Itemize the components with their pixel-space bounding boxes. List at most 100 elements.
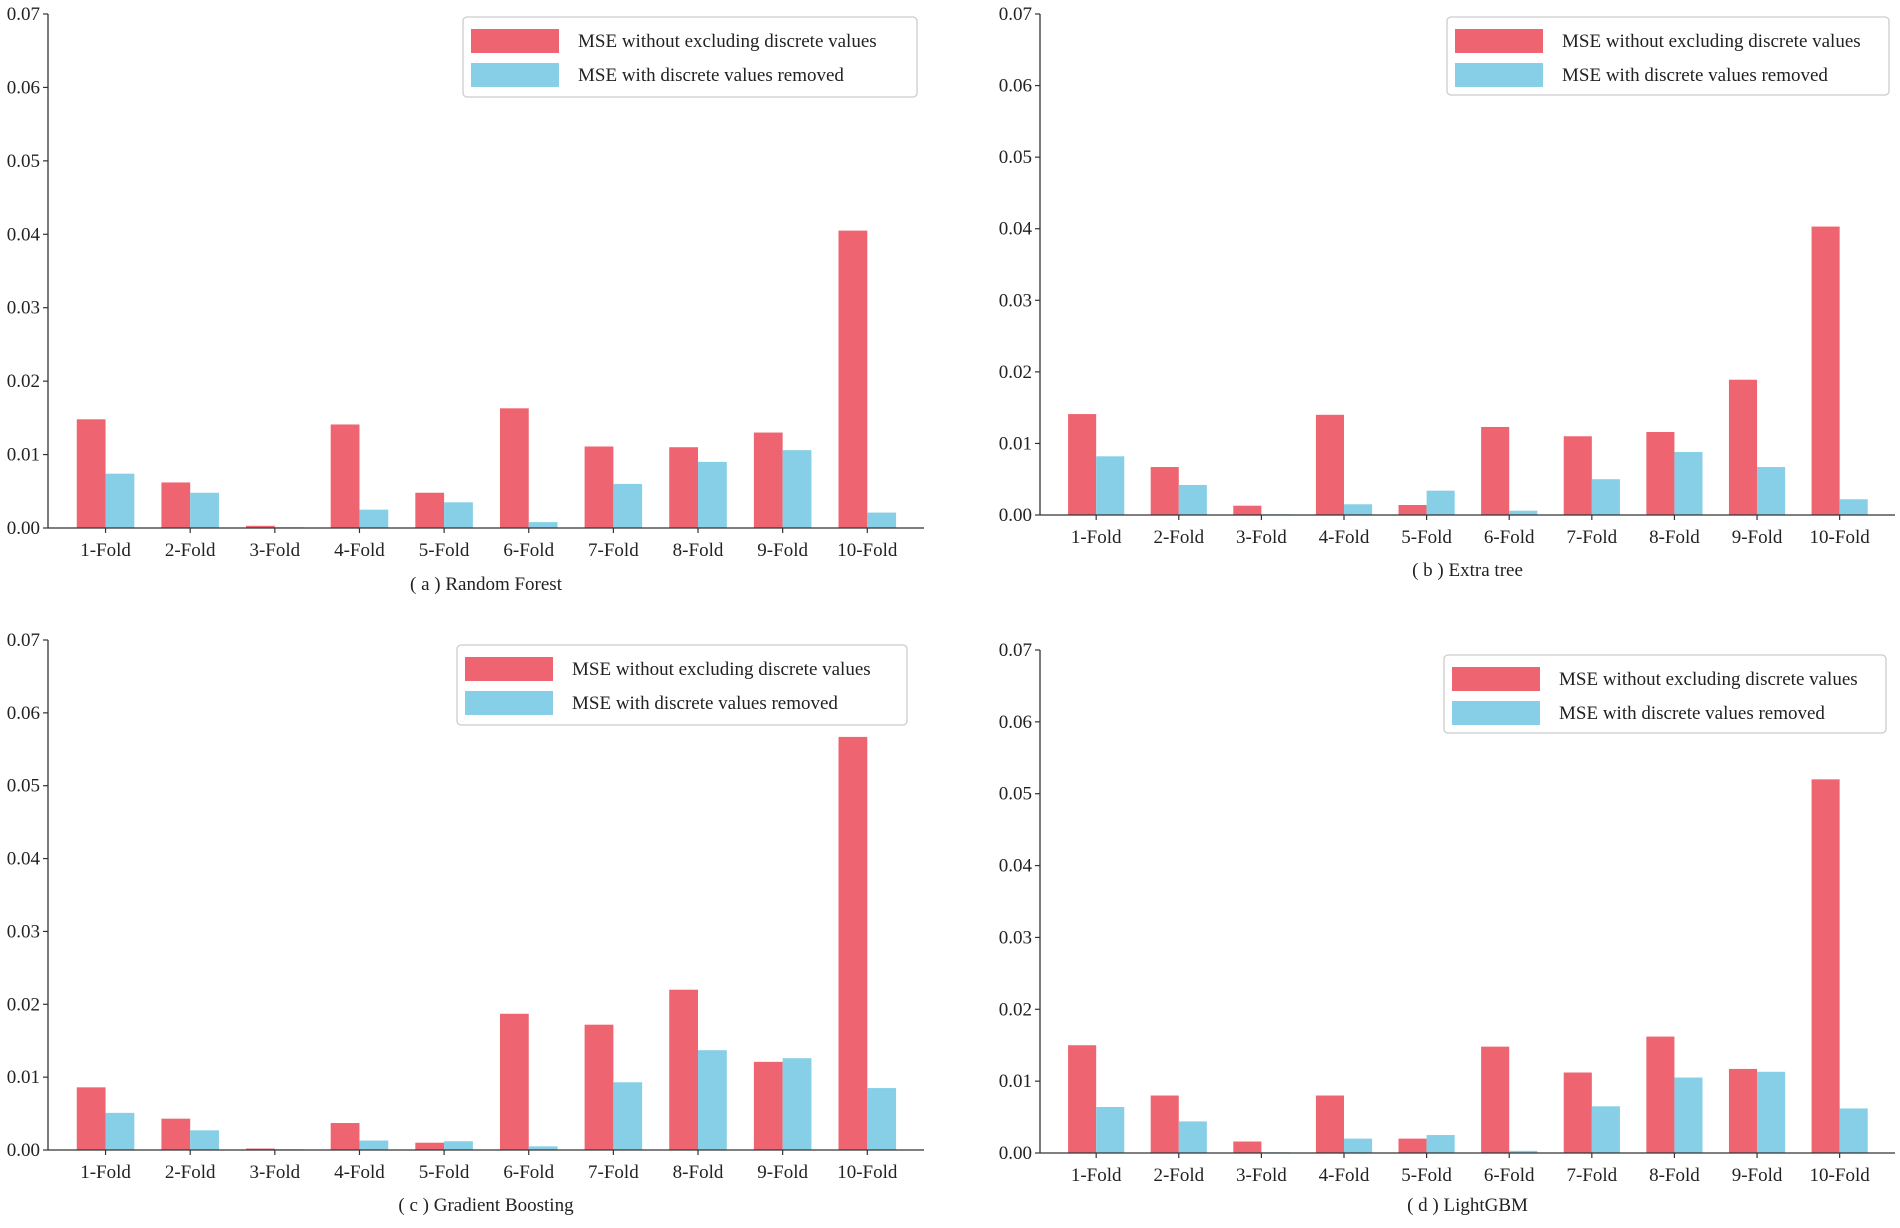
x-tick-label: 10-Fold — [1810, 527, 1871, 548]
x-tick-label: 9-Fold — [757, 1162, 808, 1183]
x-tick-label: 8-Fold — [673, 540, 724, 561]
legend-label-without-excluding: MSE without excluding discrete values — [1559, 669, 1858, 690]
bar-discrete-removed-2-fold — [1178, 1121, 1207, 1153]
bar-without-excluding-10-fold — [1811, 779, 1840, 1153]
x-tick-label: 4-Fold — [1319, 1165, 1370, 1186]
x-tick-label: 10-Fold — [1810, 1165, 1871, 1186]
bar-discrete-removed-9-fold — [1757, 1071, 1786, 1153]
x-tick-label: 3-Fold — [1236, 527, 1287, 548]
legend-label-without-excluding: MSE without excluding discrete values — [572, 659, 871, 680]
x-tick-label: 8-Fold — [1649, 527, 1700, 548]
x-tick-label: 10-Fold — [837, 540, 898, 561]
bar-discrete-removed-7-fold — [1591, 1106, 1620, 1153]
bar-without-excluding-1-fold — [76, 1087, 106, 1150]
bar-discrete-removed-8-fold — [1674, 1077, 1703, 1153]
y-tick-label: 0.03 — [999, 927, 1032, 948]
bar-without-excluding-3-fold — [246, 1148, 275, 1150]
chart-panel-1: 0.00 0.01 0.02 0.03 0.04 0.05 0.06 0.07 1-Fold 2-… — [7, 4, 924, 595]
legend-label-discrete-removed: MSE with discrete values removed — [578, 65, 844, 86]
bar-without-excluding-1-fold — [1068, 1045, 1097, 1153]
legend-swatch-without-excluding — [471, 29, 559, 53]
y-tick-label: 0.00 — [7, 1140, 40, 1161]
x-tick-label: 4-Fold — [334, 1162, 385, 1183]
bar-without-excluding-8-fold — [1646, 1036, 1675, 1153]
x-tick-label: 3-Fold — [249, 540, 300, 561]
x-tick-label: 4-Fold — [334, 540, 385, 561]
x-tick-label: 5-Fold — [1401, 527, 1452, 548]
bar-without-excluding-5-fold — [415, 492, 445, 528]
y-tick-label: 0.01 — [7, 1067, 40, 1088]
x-tick-label: 9-Fold — [757, 540, 808, 561]
bar-without-excluding-5-fold — [1398, 1138, 1427, 1153]
bar-discrete-removed-6-fold — [528, 1146, 558, 1150]
bar-discrete-removed-1-fold — [105, 473, 135, 528]
bar-without-excluding-4-fold — [330, 1123, 360, 1150]
x-tick-label: 2-Fold — [165, 1162, 216, 1183]
bar-without-excluding-4-fold — [1315, 1095, 1344, 1153]
y-tick-label: 0.01 — [999, 433, 1032, 454]
bar-discrete-removed-5-fold — [444, 502, 473, 528]
bar-without-excluding-9-fold — [753, 432, 783, 528]
chart-panel-2: 0.00 0.01 0.02 0.03 0.04 0.05 0.06 0.07 1-Fold 2-… — [999, 4, 1895, 581]
bar-discrete-removed-4-fold — [1344, 504, 1373, 515]
legend-swatch-discrete-removed — [465, 691, 553, 715]
legend-swatch-discrete-removed — [1452, 701, 1540, 725]
x-tick-label: 7-Fold — [1566, 527, 1617, 548]
y-tick-label: 0.01 — [7, 445, 40, 466]
bar-discrete-removed-7-fold — [613, 1082, 643, 1150]
bar-without-excluding-8-fold — [669, 447, 699, 528]
bar-without-excluding-6-fold — [499, 1013, 529, 1150]
bar-without-excluding-2-fold — [1150, 467, 1179, 515]
bar-discrete-removed-5-fold — [444, 1141, 473, 1150]
bar-discrete-removed-1-fold — [105, 1112, 135, 1150]
bar-without-excluding-2-fold — [161, 482, 191, 528]
x-tick-label: 1-Fold — [80, 540, 131, 561]
panel-caption: ( d ) LightGBM — [1407, 1195, 1528, 1216]
x-tick-label: 1-Fold — [80, 1162, 131, 1183]
bar-without-excluding-1-fold — [76, 419, 106, 528]
x-tick-label: 6-Fold — [503, 540, 554, 561]
bar-discrete-removed-6-fold — [528, 522, 558, 528]
x-tick-label: 9-Fold — [1732, 1165, 1783, 1186]
legend: MSE without excluding discrete values MSE… — [1443, 654, 1887, 734]
legend-swatch-discrete-removed — [1455, 63, 1543, 87]
bar-without-excluding-2-fold — [1150, 1095, 1179, 1153]
bar-without-excluding-5-fold — [1398, 504, 1427, 515]
bar-without-excluding-7-fold — [1563, 436, 1592, 515]
bar-discrete-removed-4-fold — [359, 1140, 389, 1150]
x-tick-label: 5-Fold — [419, 540, 470, 561]
x-tick-label: 2-Fold — [1153, 527, 1204, 548]
bar-discrete-removed-10-fold — [1839, 1108, 1868, 1153]
x-tick-label: 1-Fold — [1071, 527, 1122, 548]
legend-swatch-without-excluding — [1452, 667, 1540, 691]
x-tick-label: 6-Fold — [1484, 1165, 1535, 1186]
bar-discrete-removed-2-fold — [190, 1130, 219, 1150]
y-tick-label: 0.04 — [999, 856, 1033, 877]
y-tick-label: 0.07 — [999, 4, 1032, 25]
y-tick-label: 0.06 — [999, 76, 1032, 97]
bar-without-excluding-8-fold — [1646, 431, 1675, 515]
y-tick-label: 0.05 — [7, 776, 40, 797]
y-tick-label: 0.06 — [999, 712, 1032, 733]
legend-box — [462, 16, 918, 98]
bar-discrete-removed-8-fold — [698, 1050, 727, 1150]
legend-label-discrete-removed: MSE with discrete values removed — [1562, 65, 1828, 86]
panel-caption: ( c ) Gradient Boosting — [398, 1195, 574, 1216]
bar-discrete-removed-4-fold — [359, 509, 389, 528]
bar-without-excluding-3-fold — [1233, 505, 1262, 515]
bar-without-excluding-7-fold — [1563, 1072, 1592, 1153]
bar-discrete-removed-10-fold — [867, 1088, 897, 1150]
y-tick-label: 0.02 — [7, 371, 40, 392]
legend: MSE without excluding discrete values MSE… — [456, 644, 908, 726]
x-tick-label: 3-Fold — [249, 1162, 300, 1183]
y-tick-label: 0.03 — [7, 298, 40, 319]
x-tick-label: 10-Fold — [837, 1162, 898, 1183]
legend-label-discrete-removed: MSE with discrete values removed — [1559, 703, 1825, 724]
x-tick-label: 7-Fold — [1566, 1165, 1617, 1186]
legend-box — [1443, 654, 1887, 734]
bar-discrete-removed-4-fold — [1344, 1138, 1373, 1153]
legend-box — [456, 644, 908, 726]
x-tick-label: 7-Fold — [588, 540, 639, 561]
x-tick-label: 6-Fold — [503, 1162, 554, 1183]
bar-discrete-removed-7-fold — [613, 483, 643, 528]
